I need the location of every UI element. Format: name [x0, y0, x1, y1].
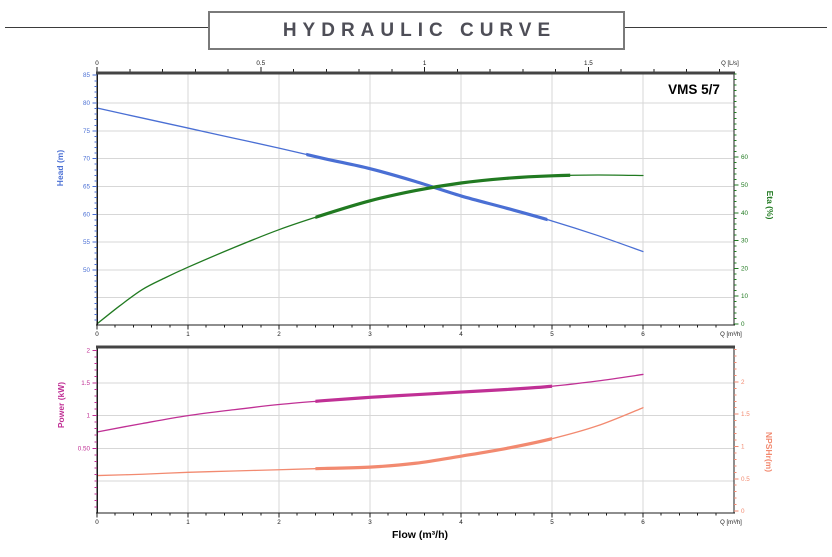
performance-chart: 0 1 2 3 4 5 6 Q [m³/h] 0 0.5 1 1.5 Q [L/s] 85 80 75 70 65… [55, 60, 775, 338]
eta-curve-bold [315, 173, 571, 220]
y-axis-left: 2 1.5 1 0.50 Power (kW) [56, 347, 97, 508]
y-axis-right: 60 50 40 30 20 10 0 Eta (%) [734, 73, 775, 328]
x-axis-top: 0 0.5 1 1.5 Q [L/s] [95, 60, 739, 72]
y-axis-left: 85 80 75 70 65 60 55 50 Head (m) [55, 72, 97, 321]
npsh-curve-bold [315, 437, 552, 471]
x-tick-label: 0 [95, 331, 99, 338]
x-tick-label: 5 [550, 331, 554, 338]
x-tick-label: 2 [277, 519, 281, 526]
y-left-axis-title: Head (m) [55, 150, 65, 187]
y-left-tick-label: 75 [83, 128, 91, 135]
header-rule-left [5, 27, 208, 28]
y-left-tick-label: 1.5 [81, 380, 90, 387]
power-curve-bold [315, 384, 552, 403]
y-left-tick-label: 70 [83, 156, 91, 163]
y-right-tick-label: 40 [741, 210, 749, 217]
y-left-axis-title: Power (kW) [56, 382, 66, 428]
y-left-tick-label: 85 [83, 72, 91, 79]
x-tick-label: 6 [641, 519, 645, 526]
x-tick-label: 0 [95, 519, 99, 526]
y-right-tick-label: 0.5 [741, 476, 750, 483]
y-right-tick-label: 2 [741, 379, 745, 386]
x-tick-label: 1 [186, 331, 190, 338]
x-tick-label: 4 [459, 331, 463, 338]
y-left-tick-label: 55 [83, 239, 91, 246]
y-right-tick-label: 20 [741, 265, 749, 272]
x-tick-label: 3 [368, 519, 372, 526]
x-tick-label: 3 [368, 331, 372, 338]
flow-axis-title: Flow (m³/h) [392, 529, 448, 541]
x-tick-label: 5 [550, 519, 554, 526]
y-left-tick-label: 0.50 [78, 445, 91, 452]
y-left-tick-label: 2 [86, 347, 90, 354]
x-top-tick-label: 0.5 [256, 60, 265, 67]
x-tick-label: 4 [459, 519, 463, 526]
y-right-tick-label: 1 [741, 443, 745, 450]
x-top-tick-label: 1 [423, 60, 427, 67]
plot-border [96, 71, 735, 326]
y-left-tick-label: 80 [83, 100, 91, 107]
gridlines [97, 73, 734, 325]
x-top-tick-label: 0 [95, 60, 99, 67]
y-left-tick-label: 1 [86, 413, 90, 420]
y-right-axis-title: NPSHr(m) [764, 432, 774, 472]
x-tick-label: 1 [186, 519, 190, 526]
x-tick-label: 6 [641, 331, 645, 338]
x-top-tick-label: 1.5 [584, 60, 593, 67]
page-title: HYDRAULIC CURVE [282, 19, 557, 41]
x-axis-unit-label: Q [m³/h] [720, 332, 742, 338]
header-rule-right [625, 27, 827, 28]
y-right-tick-label: 10 [741, 293, 749, 300]
x-axis-unit-label: Q [m³/h] [720, 520, 742, 526]
x-axis-bottom: 0 1 2 3 4 5 6 Q [m³/h] [95, 513, 742, 526]
x-tick-label: 2 [277, 331, 281, 338]
title-box: HYDRAULIC CURVE [208, 11, 625, 50]
y-right-tick-label: 50 [741, 182, 749, 189]
head-curve-bold [306, 152, 548, 222]
y-left-tick-label: 65 [83, 183, 91, 190]
y-right-axis-title: Eta (%) [765, 191, 775, 220]
y-right-tick-label: 0 [741, 508, 745, 515]
x-axis-bottom: 0 1 2 3 4 5 6 Q [m³/h] [95, 325, 742, 338]
y-right-tick-label: 1.5 [741, 411, 750, 418]
y-left-tick-label: 60 [83, 211, 91, 218]
y-left-tick-label: 50 [83, 267, 91, 274]
y-axis-right: 2 1.5 1 0.5 0 NPSHr(m) [734, 349, 774, 515]
y-right-tick-label: 60 [741, 154, 749, 161]
x-top-unit-label: Q [L/s] [721, 61, 739, 67]
plot-border [96, 345, 735, 514]
gridlines [97, 347, 734, 513]
y-right-tick-label: 0 [741, 321, 745, 328]
model-label: VMS 5/7 [668, 82, 720, 97]
y-right-tick-label: 30 [741, 238, 749, 245]
